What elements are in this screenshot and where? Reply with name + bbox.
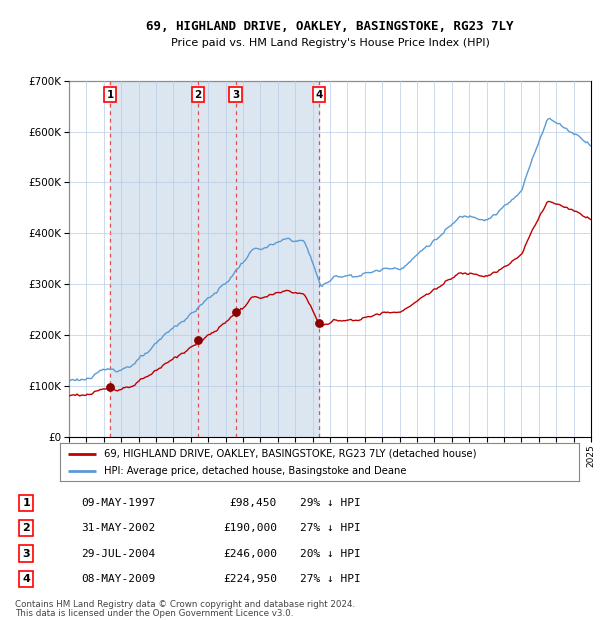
- Text: 3: 3: [23, 549, 30, 559]
- Text: 27% ↓ HPI: 27% ↓ HPI: [300, 574, 361, 584]
- Text: Price paid vs. HM Land Registry's House Price Index (HPI): Price paid vs. HM Land Registry's House …: [170, 38, 490, 48]
- Text: 3: 3: [232, 90, 239, 100]
- Text: 29-JUL-2004: 29-JUL-2004: [81, 549, 155, 559]
- Text: Contains HM Land Registry data © Crown copyright and database right 2024.: Contains HM Land Registry data © Crown c…: [15, 600, 355, 609]
- Text: This data is licensed under the Open Government Licence v3.0.: This data is licensed under the Open Gov…: [15, 609, 293, 618]
- Text: HPI: Average price, detached house, Basingstoke and Deane: HPI: Average price, detached house, Basi…: [104, 466, 407, 476]
- Text: 09-MAY-1997: 09-MAY-1997: [81, 498, 155, 508]
- Text: 4: 4: [22, 574, 31, 584]
- Text: £224,950: £224,950: [223, 574, 277, 584]
- Text: 08-MAY-2009: 08-MAY-2009: [81, 574, 155, 584]
- Text: 1: 1: [23, 498, 30, 508]
- Text: 20% ↓ HPI: 20% ↓ HPI: [300, 549, 361, 559]
- Text: £246,000: £246,000: [223, 549, 277, 559]
- Point: [193, 335, 203, 345]
- Text: 2: 2: [23, 523, 30, 533]
- Point: [231, 307, 241, 317]
- Text: 69, HIGHLAND DRIVE, OAKLEY, BASINGSTOKE, RG23 7LY (detached house): 69, HIGHLAND DRIVE, OAKLEY, BASINGSTOKE,…: [104, 449, 476, 459]
- Text: 31-MAY-2002: 31-MAY-2002: [81, 523, 155, 533]
- Bar: [110, 81, 319, 437]
- Point: [105, 382, 115, 392]
- Text: 4: 4: [315, 90, 322, 100]
- Text: £190,000: £190,000: [223, 523, 277, 533]
- Text: £98,450: £98,450: [230, 498, 277, 508]
- Text: 29% ↓ HPI: 29% ↓ HPI: [300, 498, 361, 508]
- Text: 27% ↓ HPI: 27% ↓ HPI: [300, 523, 361, 533]
- Text: 69, HIGHLAND DRIVE, OAKLEY, BASINGSTOKE, RG23 7LY: 69, HIGHLAND DRIVE, OAKLEY, BASINGSTOKE,…: [146, 20, 514, 33]
- Text: 1: 1: [106, 90, 113, 100]
- Text: 2: 2: [194, 90, 202, 100]
- Point: [314, 317, 323, 327]
